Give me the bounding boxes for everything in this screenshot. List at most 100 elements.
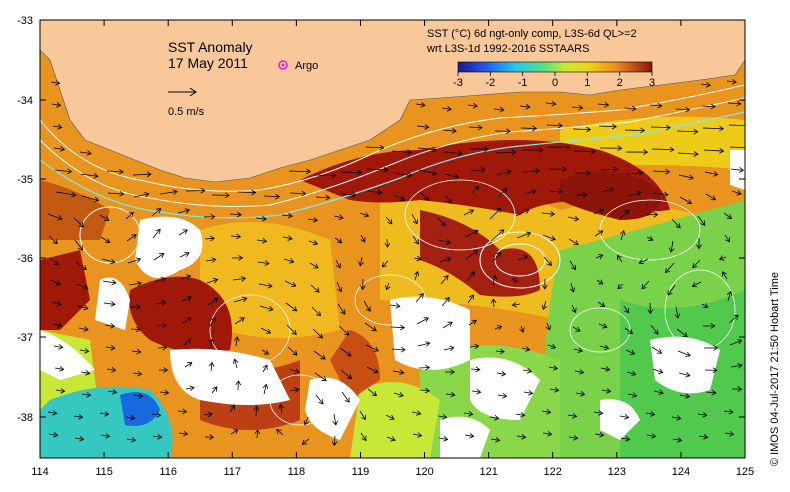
velocity-arrow [181,295,192,302]
velocity-arrow [650,324,659,335]
velocity-arrow [490,229,505,242]
velocity-arrow [54,366,65,372]
velocity-arrow [255,215,267,222]
velocity-arrow [107,389,118,395]
velocity-arrow [276,428,284,436]
velocity-arrow [182,317,192,324]
velocity-arrow [549,188,563,195]
velocity-arrow [104,322,116,329]
velocity-arrow [232,358,239,369]
velocity-arrow [185,187,206,194]
x-tick-label: 115 [95,466,113,478]
argo-label: Argo [295,60,318,72]
velocity-arrow [386,436,396,442]
velocity-arrow [336,281,343,293]
velocity-arrow [152,433,163,440]
velocity-arrow [601,186,615,193]
velocity-arrow [647,302,654,315]
velocity-arrow [51,300,62,307]
velocity-arrow [652,368,664,374]
velocity-arrow [729,339,743,346]
velocity-arrow [594,230,604,237]
velocity-arrow [311,306,322,317]
velocity-arrow [315,194,331,201]
velocity-arrow [49,257,60,266]
x-tick-label: 123 [608,466,626,478]
velocity-arrow [595,254,604,260]
colorbar-tick-label: 0 [552,77,558,89]
velocity-arrow [340,369,353,379]
velocity-arrow [730,167,745,173]
velocity-arrow [155,300,167,306]
velocity-arrow [332,413,339,426]
velocity-arrow [704,367,718,374]
velocity-arrow [309,262,319,269]
x-tick-label: 114 [31,466,49,478]
velocity-arrow [549,387,560,393]
velocity-arrow [679,196,693,205]
velocity-arrow [445,391,456,398]
velocity-arrow [389,303,401,309]
velocity-arrow [100,236,111,244]
velocity-arrow [672,437,683,443]
velocity-arrow [101,258,116,265]
velocity-arrow [491,251,502,264]
velocity-arrow [641,280,650,290]
velocity-arrow [237,189,257,196]
velocity-arrow [571,304,577,314]
velocity-arrow [731,386,743,392]
velocity-arrow [360,234,366,243]
velocity-arrow [574,170,592,176]
velocity-arrow [497,392,508,399]
velocity-arrow [703,148,725,154]
velocity-arrow [132,370,143,377]
y-tick-label: -35 [17,174,33,186]
velocity-arrow [54,168,73,175]
velocity-arrow [208,317,217,328]
velocity-arrow [489,415,500,421]
velocity-arrow [413,255,422,262]
x-tick-label: 116 [159,466,177,478]
velocity-arrow [596,279,604,285]
velocity-arrow [260,327,272,334]
velocity-arrow [392,172,413,178]
velocity-arrow [310,284,320,293]
velocity-arrow [412,432,423,438]
velocity-arrow [314,172,337,179]
velocity-arrow [653,191,669,198]
velocity-arrow [599,344,610,351]
velocity-arrow [286,324,297,336]
velocity-arrow [667,284,676,296]
x-tick-label: 118 [288,466,306,478]
velocity-arrow [437,413,448,420]
credit-text: © IMOS 04-Jul-2017 21:50 Hobart Time [769,272,781,466]
velocity-arrow [521,147,544,153]
velocity-arrow [697,215,706,226]
velocity-arrow [256,238,268,244]
velocity-arrow [619,414,630,420]
velocity-arrow [437,217,446,227]
velocity-arrow [523,188,537,195]
velocity-arrow [463,209,475,216]
velocity-arrow [598,123,617,130]
velocity-arrow [597,101,610,108]
plot-frame [39,19,746,459]
velocity-arrow [154,276,167,283]
velocity-arrow [442,128,457,134]
velocity-arrow [463,410,474,417]
velocity-arrow [568,435,579,441]
velocity-arrow [390,324,406,331]
velocity-arrow [567,413,578,419]
colorbar-ticks: -3 -2 -1 0 1 2 3 [453,72,655,89]
velocity-arrow [495,348,505,355]
velocity-arrow [184,362,193,368]
velocity-arrow [229,211,242,218]
velocity-arrow [496,169,512,176]
velocity-arrow [129,304,142,310]
velocity-arrow [313,350,326,360]
velocity-arrow [515,208,530,217]
colorbar-tick-label: 3 [649,77,655,89]
velocity-arrow [127,257,142,264]
velocity-arrow [50,279,61,286]
velocity-arrow [365,144,385,151]
